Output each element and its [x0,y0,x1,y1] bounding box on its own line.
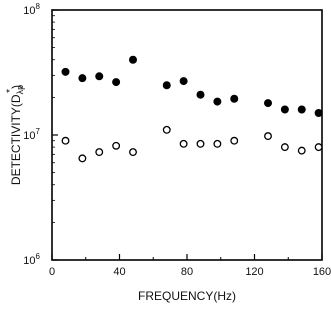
open-data-point [196,139,205,148]
open-data-point [162,125,171,134]
y-tick-base: 10 [23,130,35,142]
plot-frame [51,9,323,261]
filled-data-point [179,77,188,86]
open-data-point [129,148,137,157]
open-data-point [297,146,306,155]
filled-data-point [95,72,104,81]
filled-data-point [280,105,289,114]
filled-data-point [263,99,272,108]
x-tick-label: 160 [313,266,331,278]
open-data-point [95,148,104,157]
filled-data-point [112,78,121,87]
x-tick-label: 80 [181,266,193,278]
filled-data-point [78,74,87,83]
filled-data-point [162,81,171,90]
open-data-point [230,136,239,145]
y-tick-base: 10 [23,5,35,17]
y-tick-label: 106 [23,252,40,267]
filled-data-point [230,94,239,103]
open-data-point [314,143,323,152]
open-data-point [78,154,87,163]
open-data-point [179,139,188,148]
y-axis-title-main: DETECTIVITY(D [9,94,23,185]
filled-data-point [61,67,70,76]
y-axis-title: DETECTIVITY(Dλp*) [5,85,25,185]
open-data-point [264,132,272,141]
y-axis-title-sub: λp [15,85,25,95]
open-data-point [213,139,222,148]
filled-data-point [213,97,222,106]
y-tick-exponent: 6 [36,252,41,261]
filled-data-point [297,105,306,114]
y-tick-label: 107 [23,127,40,142]
y-tick-exponent: 7 [36,127,41,136]
x-tick-label: 120 [245,266,263,278]
y-axis-title-sup: * [5,89,16,93]
y-tick-exponent: 8 [36,2,41,11]
filled-data-point [314,108,323,117]
filled-data-point [128,55,137,64]
y-axis-title-close: ) [9,85,23,89]
filled-data-point [196,90,205,99]
open-data-point [112,141,121,150]
open-data-point [280,143,289,152]
y-tick-label: 108 [23,2,40,17]
markers-group [61,55,323,163]
open-data-point [61,136,70,145]
x-axis-title: FREQUENCY(Hz) [138,289,236,303]
x-tick-label: 0 [49,266,55,278]
x-tick-label: 40 [113,266,125,278]
y-tick-base: 10 [23,255,35,267]
